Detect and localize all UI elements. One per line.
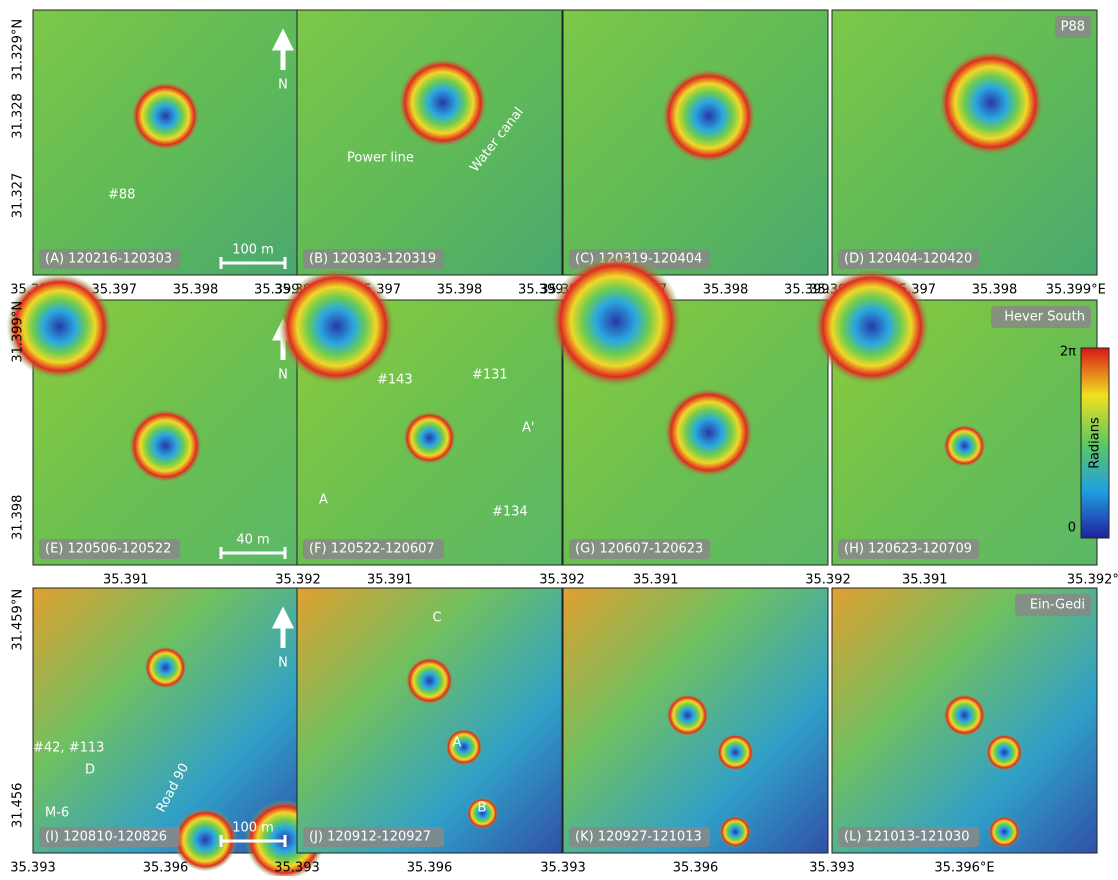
annotation: Power line	[347, 151, 414, 166]
annotation: #143	[377, 373, 413, 388]
panel: (J) 120912-120927 C A B	[297, 588, 562, 853]
panel: (D) 120404-120420 P88	[832, 10, 1097, 275]
deformation-fringe	[278, 268, 395, 385]
x-tick-label: 35.391	[633, 573, 679, 588]
annotation: A	[453, 736, 462, 751]
deformation-fringe	[938, 50, 1044, 156]
annotation: A	[319, 493, 328, 508]
panel: (A) 120216-120303 #88 N 100 m	[33, 10, 298, 275]
panel-label: (F) 120522-120607	[309, 542, 435, 557]
annotation: 100 m	[232, 243, 274, 258]
deformation-fringe	[398, 58, 488, 148]
site-label: Ein-Gedi	[1030, 598, 1085, 613]
y-tick-label: 31.328	[11, 93, 26, 139]
x-tick-label: 35.392	[275, 573, 321, 588]
colorbar-min: 0	[1068, 521, 1076, 536]
panel: (K) 120927-121013	[563, 588, 828, 853]
annotation: C	[432, 611, 441, 626]
annotation: N	[278, 368, 288, 383]
x-tick-label: 35.392°E	[1067, 573, 1118, 588]
panel-label: (B) 120303-120319	[309, 252, 436, 267]
annotation: D	[85, 763, 95, 778]
x-tick-label: 35.396	[407, 861, 453, 876]
x-tick-label: 35.393	[540, 861, 586, 876]
panel: (H) 120623-120709 Hever South	[813, 268, 1097, 565]
panel-label: (D) 120404-120420	[844, 252, 972, 267]
y-tick-label: 31.459°N	[11, 589, 26, 651]
y-tick-label: 31.329°N	[11, 19, 26, 81]
deformation-fringe	[406, 657, 454, 705]
panel: (L) 121013-121030 Ein-Gedi	[832, 588, 1097, 853]
panel-label: (A) 120216-120303	[45, 252, 172, 267]
deformation-fringe	[128, 409, 202, 483]
x-tick-label: 35.393	[10, 861, 56, 876]
x-tick-label: 35.392	[805, 573, 851, 588]
panel: (F) 120522-120607 #143 #131 A' A #134	[278, 268, 562, 565]
panel-label: (G) 120607-120623	[575, 542, 703, 557]
annotation: B	[478, 801, 487, 816]
deformation-fringe	[719, 816, 751, 848]
x-tick-label: 35.398	[437, 283, 483, 298]
annotation: M-6	[45, 806, 69, 821]
annotation: N	[278, 656, 288, 671]
site-label: Hever South	[1004, 310, 1085, 325]
deformation-fringe	[131, 82, 200, 151]
x-tick-label: 35.393	[809, 861, 855, 876]
panel: (C) 120319-120404	[563, 10, 828, 275]
x-tick-label: 35.398	[173, 283, 219, 298]
annotation: #131	[472, 368, 508, 383]
deformation-fringe	[550, 255, 683, 388]
deformation-fringe	[813, 268, 930, 385]
x-tick-label: 35.391	[103, 573, 149, 588]
y-tick-label: 31.327	[11, 173, 26, 219]
panel-label: (E) 120506-120522	[45, 542, 171, 557]
x-tick-label: 35.396°E	[934, 861, 994, 876]
site-label: P88	[1061, 20, 1085, 35]
deformation-fringe	[403, 411, 456, 464]
panel-label: (H) 120623-120709	[844, 542, 972, 557]
deformation-fringe	[664, 387, 754, 477]
deformation-fringe	[943, 694, 985, 736]
x-tick-label: 35.391	[367, 573, 413, 588]
x-tick-label: 35.391	[902, 573, 948, 588]
interferogram	[297, 588, 562, 853]
panel-label: (J) 120912-120927	[309, 830, 431, 845]
deformation-fringe	[445, 728, 482, 765]
x-tick-label: 35.396	[143, 861, 189, 876]
x-tick-label: 35.392	[539, 573, 585, 588]
annotation: N	[278, 78, 288, 93]
x-tick-label: 35.393	[274, 861, 320, 876]
panel-label: (K) 120927-121013	[575, 830, 702, 845]
annotation: A'	[522, 421, 534, 436]
deformation-fringe	[943, 425, 985, 467]
y-tick-label: 31.398	[11, 495, 26, 541]
panel: (G) 120607-120623	[550, 255, 828, 565]
panel-label: (L) 121013-121030	[844, 830, 969, 845]
deformation-fringe	[666, 694, 708, 736]
deformation-fringe	[144, 646, 186, 688]
panel-label: (I) 120810-120826	[45, 830, 167, 845]
annotation: #88	[108, 188, 135, 203]
annotation: #42, #113	[33, 741, 104, 756]
deformation-fringe	[986, 734, 1023, 771]
annotation: 40 m	[236, 533, 269, 548]
x-tick-label: 35.396	[673, 861, 719, 876]
deformation-fringe	[717, 734, 754, 771]
x-tick-label: 35.398	[972, 283, 1018, 298]
figure: (A) 120216-120303#88N100 m35.39635.39735…	[0, 0, 1118, 876]
x-tick-label: 35.399°E	[1046, 283, 1106, 298]
deformation-fringe	[661, 68, 756, 163]
y-tick-label: 31.399°N	[11, 301, 26, 363]
annotation: 100 m	[232, 821, 274, 836]
panel: (E) 120506-120522 N 40 m	[7, 274, 299, 566]
x-tick-label: 35.398	[703, 283, 749, 298]
annotation: #134	[492, 505, 528, 520]
deformation-fringe	[988, 816, 1020, 848]
y-tick-label: 31.456	[11, 783, 26, 829]
colorbar-max: 2π	[1060, 345, 1076, 360]
colorbar-label: Radians	[1088, 417, 1103, 469]
